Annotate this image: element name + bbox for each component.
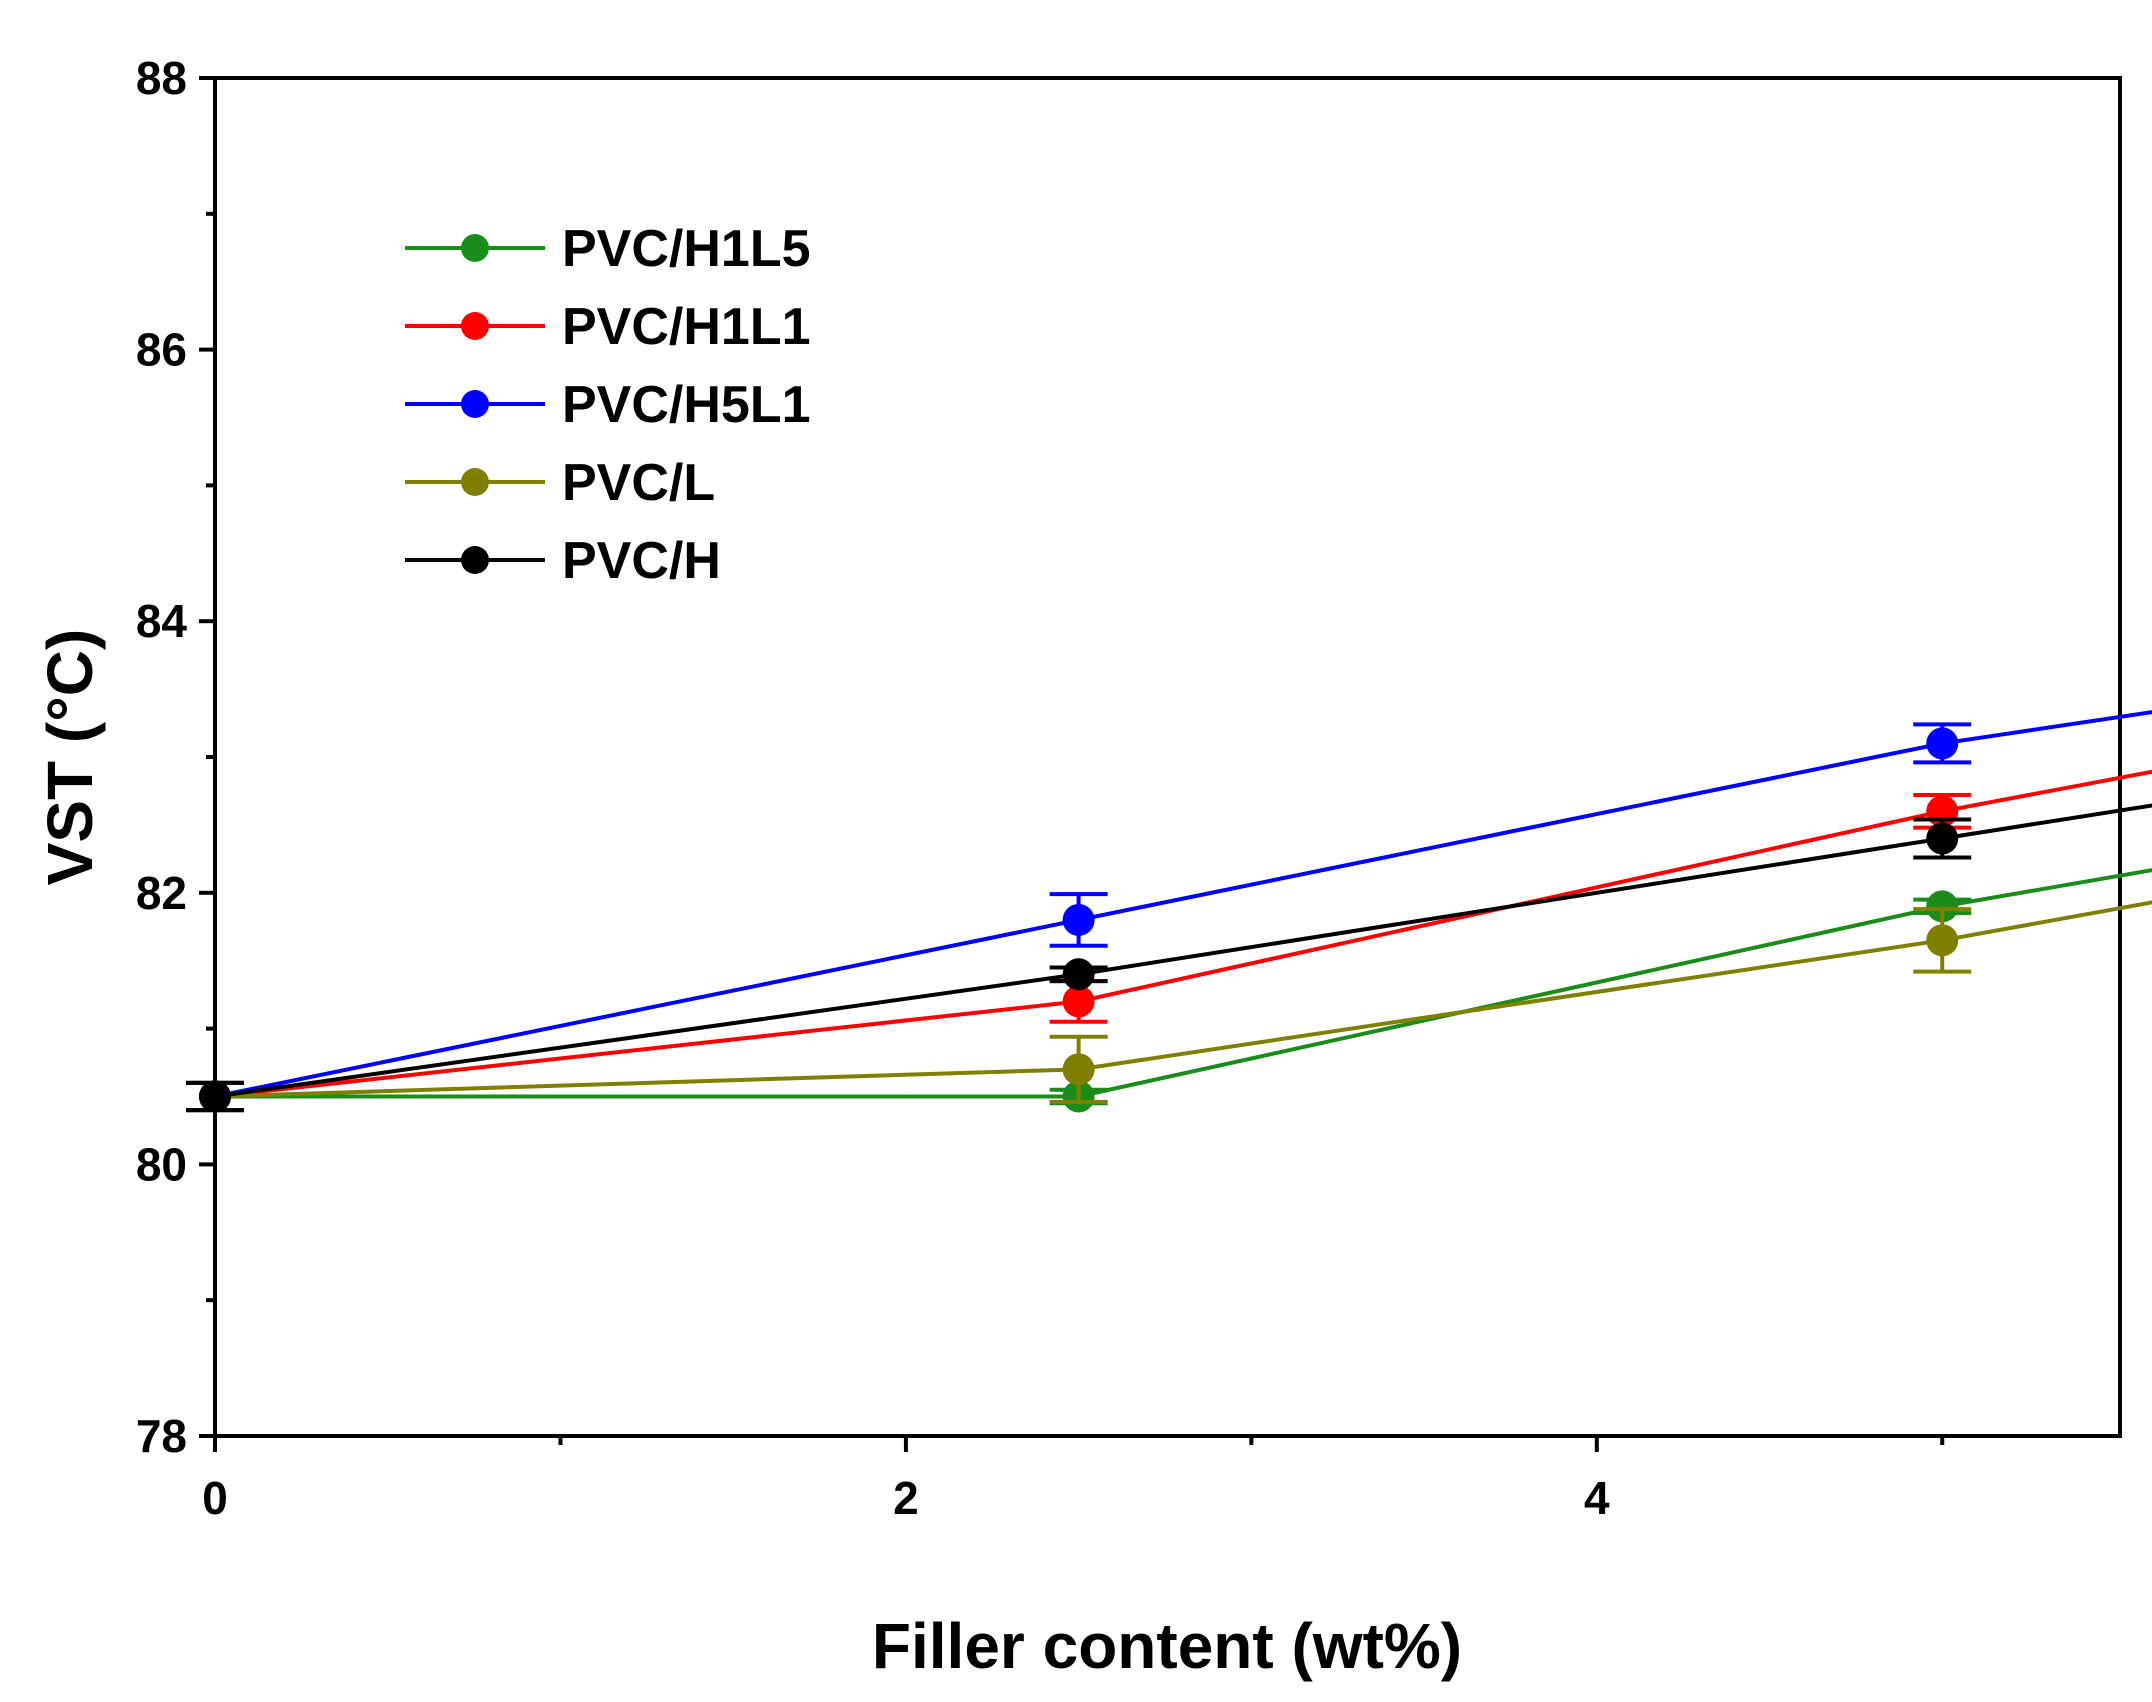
y-axis-title: VST (°C) xyxy=(34,629,106,886)
axis-layer: 0246810788082848688 xyxy=(136,52,1945,1524)
legend-marker xyxy=(461,468,489,496)
data-point xyxy=(1062,903,1095,936)
legend-marker xyxy=(461,312,489,340)
legend: PVC/H1L5 PVC/H1L1 PVC/H5L1 PVC/L PVC/H xyxy=(405,220,811,590)
series-pvc-l xyxy=(186,900,2152,1113)
legend-label: PVC/L xyxy=(562,454,715,512)
legend-item: PVC/H xyxy=(405,532,721,590)
data-point xyxy=(1926,727,1959,760)
y-tick-label: 86 xyxy=(136,324,187,376)
y-tick-label: 82 xyxy=(136,867,187,919)
x-tick-label: 4 xyxy=(1584,1472,1610,1524)
legend-item: PVC/H1L5 xyxy=(405,220,811,278)
series-line xyxy=(214,803,2152,1099)
data-point xyxy=(1926,822,1959,855)
y-tick-label: 80 xyxy=(136,1138,187,1190)
legend-item: PVC/H5L1 xyxy=(405,376,811,434)
x-tick-label: 0 xyxy=(202,1472,228,1524)
data-point xyxy=(1926,890,1959,923)
legend-label: PVC/H5L1 xyxy=(562,376,811,434)
data-point xyxy=(1062,958,1095,991)
legend-marker xyxy=(461,234,489,262)
data-point xyxy=(1062,985,1095,1018)
plot-layer xyxy=(186,710,2152,1113)
series-line xyxy=(214,710,2152,1099)
series-pvc-h1l5 xyxy=(186,868,2152,1113)
series-line xyxy=(214,900,2152,1099)
legend-item: PVC/H1L1 xyxy=(405,298,811,356)
data-point xyxy=(1926,924,1959,957)
legend-label: PVC/H1L1 xyxy=(562,298,811,356)
data-point xyxy=(1062,1053,1095,1086)
legend-marker xyxy=(461,390,489,418)
legend-marker xyxy=(461,546,489,574)
series-pvc-h xyxy=(186,803,2152,1113)
data-point xyxy=(199,1080,231,1113)
series-pvc-h1l1 xyxy=(186,769,2152,1113)
x-tick-label: 2 xyxy=(893,1472,919,1524)
series-line xyxy=(214,769,2152,1099)
y-tick-label: 84 xyxy=(136,595,188,647)
legend-item: PVC/L xyxy=(405,454,715,512)
y-tick-label: 88 xyxy=(136,52,187,104)
legend-label: PVC/H1L5 xyxy=(562,220,811,278)
plot-frame xyxy=(213,76,2122,1438)
y-tick-label: 78 xyxy=(136,1410,187,1462)
x-axis-title: Filler content (wt%) xyxy=(872,1610,1462,1682)
legend-label: PVC/H xyxy=(562,532,721,590)
